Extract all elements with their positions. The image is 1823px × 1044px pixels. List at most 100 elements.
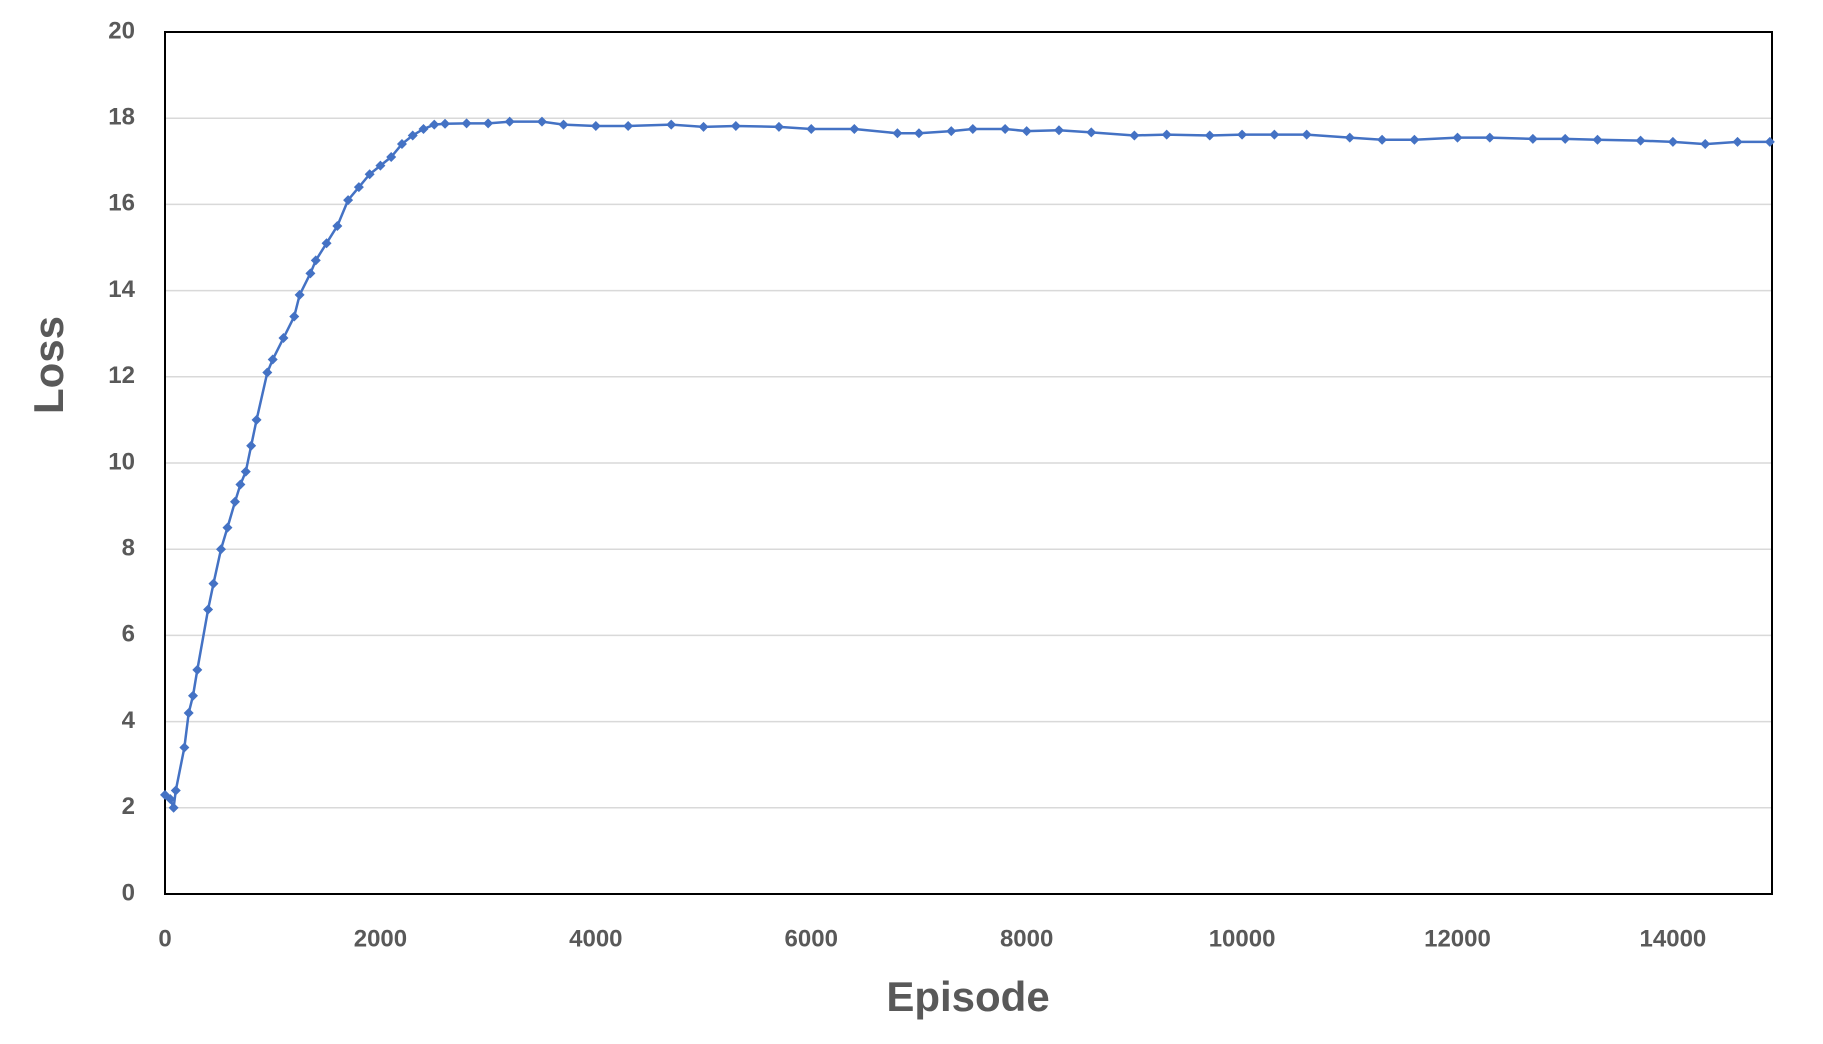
- marker: [429, 119, 440, 130]
- marker: [216, 544, 227, 555]
- y-tick-label: 2: [122, 793, 135, 820]
- marker: [192, 664, 203, 675]
- x-tick-label: 4000: [569, 925, 622, 952]
- y-axis-label: Loss: [25, 316, 72, 414]
- marker: [1377, 134, 1388, 145]
- marker: [773, 121, 784, 132]
- marker: [278, 333, 289, 344]
- marker: [590, 120, 601, 131]
- y-tick-label: 0: [122, 879, 135, 906]
- y-tick-label: 6: [122, 621, 135, 648]
- marker: [251, 414, 262, 425]
- marker: [730, 120, 741, 131]
- marker: [1409, 134, 1420, 145]
- y-tick-label: 16: [108, 190, 135, 217]
- y-tick-label: 18: [108, 104, 135, 131]
- marker: [240, 466, 251, 477]
- marker: [305, 268, 316, 279]
- marker: [1452, 132, 1463, 143]
- marker: [246, 440, 257, 451]
- marker: [1301, 129, 1312, 140]
- x-tick-label: 12000: [1424, 925, 1491, 952]
- line: [164, 120, 1770, 809]
- marker: [222, 522, 233, 533]
- marker: [188, 690, 199, 701]
- marker: [1732, 136, 1743, 147]
- x-tick-label: 6000: [785, 925, 838, 952]
- marker: [1053, 125, 1064, 136]
- marker: [165, 794, 176, 805]
- marker: [504, 116, 515, 127]
- marker: [170, 785, 181, 796]
- x-tick-label: 0: [158, 925, 171, 952]
- marker: [364, 169, 375, 180]
- marker: [267, 354, 278, 365]
- marker: [1000, 123, 1011, 134]
- marker: [1161, 129, 1172, 140]
- marker: [418, 123, 429, 134]
- x-tick-label: 2000: [354, 925, 407, 952]
- marker: [623, 120, 634, 131]
- x-tick-label: 14000: [1640, 925, 1707, 952]
- marker: [343, 195, 354, 206]
- y-tick-label: 8: [122, 535, 135, 562]
- marker: [1086, 127, 1097, 138]
- marker: [375, 160, 386, 171]
- marker: [1667, 136, 1678, 147]
- marker: [666, 119, 677, 130]
- marker: [294, 289, 305, 300]
- marker: [536, 116, 547, 127]
- marker: [806, 123, 817, 134]
- y-tick-label: 12: [108, 362, 135, 389]
- marker: [1700, 139, 1711, 150]
- marker: [183, 707, 194, 718]
- marker: [230, 496, 241, 507]
- marker: [321, 238, 332, 249]
- marker: [208, 578, 219, 589]
- marker: [332, 220, 343, 231]
- marker: [353, 182, 364, 193]
- marker: [1344, 132, 1355, 143]
- marker: [1021, 126, 1032, 137]
- x-tick-label: 8000: [1000, 925, 1053, 952]
- marker: [386, 151, 397, 162]
- marker: [310, 255, 321, 266]
- y-tick-label: 14: [108, 276, 135, 303]
- marker: [461, 118, 472, 129]
- marker: [407, 130, 418, 141]
- marker: [1635, 135, 1646, 146]
- x-tick-label: 10000: [1209, 925, 1276, 952]
- marker: [1592, 134, 1603, 145]
- marker: [1560, 133, 1571, 144]
- marker: [235, 479, 246, 490]
- marker: [558, 119, 569, 130]
- marker: [440, 118, 451, 129]
- marker: [1527, 133, 1538, 144]
- marker: [262, 367, 273, 378]
- y-tick-label: 20: [108, 17, 135, 44]
- marker: [483, 118, 494, 129]
- marker: [1204, 130, 1215, 141]
- marker: [289, 311, 300, 322]
- marker: [1484, 132, 1495, 143]
- marker: [967, 123, 978, 134]
- marker: [1269, 129, 1280, 140]
- marker: [1129, 130, 1140, 141]
- x-axis-label: Episode: [886, 973, 1049, 1020]
- marker: [396, 139, 407, 150]
- y-tick-label: 10: [108, 448, 135, 475]
- marker: [203, 604, 214, 615]
- marker: [168, 802, 179, 813]
- marker: [698, 121, 709, 132]
- y-tick-label: 4: [122, 707, 136, 734]
- plot-frame: [164, 31, 1773, 895]
- marker: [946, 126, 957, 137]
- marker: [913, 128, 924, 139]
- marker: [1237, 129, 1248, 140]
- marker: [892, 128, 903, 139]
- marker: [179, 742, 190, 753]
- marker: [849, 123, 860, 134]
- marker: [1764, 136, 1775, 147]
